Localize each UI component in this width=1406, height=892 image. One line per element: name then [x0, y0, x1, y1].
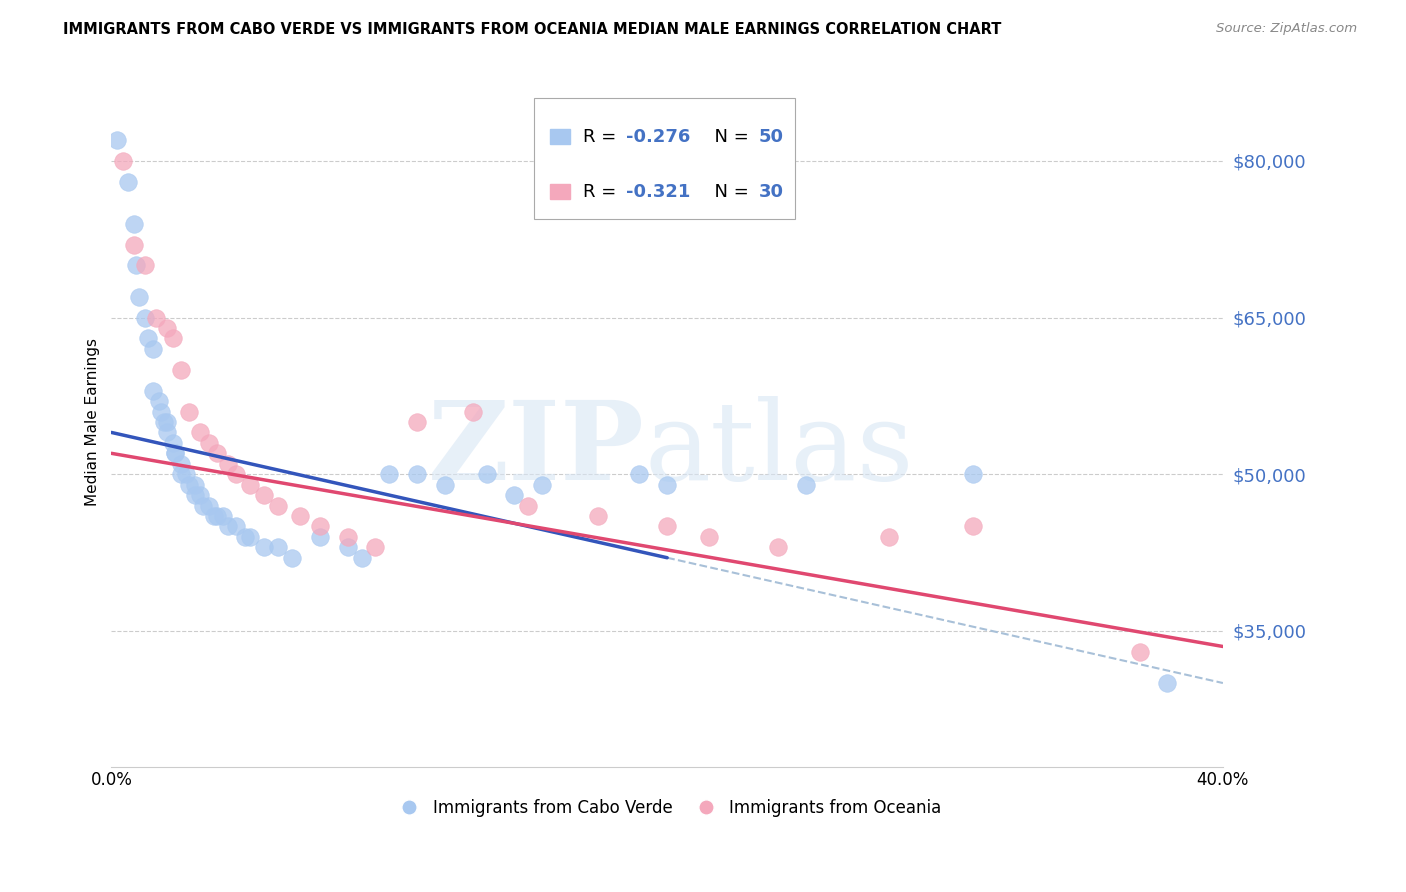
Point: [170, 363, 193, 377]
Point: [188, 425, 211, 440]
Text: N =: N =: [703, 183, 755, 201]
Point: [233, 530, 256, 544]
Text: ZIP: ZIP: [429, 396, 645, 503]
Point: [461, 404, 484, 418]
Point: [179, 477, 201, 491]
Point: [531, 477, 554, 491]
Point: [290, 508, 312, 523]
Point: [197, 436, 219, 450]
Point: [1156, 676, 1178, 690]
Point: [136, 331, 159, 345]
Point: [239, 530, 262, 544]
Point: [117, 175, 139, 189]
Point: [253, 488, 276, 502]
FancyBboxPatch shape: [551, 185, 569, 200]
Text: 30: 30: [759, 183, 785, 201]
Point: [503, 488, 526, 502]
Point: [879, 530, 901, 544]
Point: [433, 477, 456, 491]
Point: [225, 467, 247, 482]
Point: [628, 467, 651, 482]
Point: [657, 519, 679, 533]
Text: R =: R =: [583, 183, 623, 201]
Point: [406, 467, 429, 482]
Point: [191, 499, 214, 513]
Point: [156, 415, 179, 429]
Point: [1128, 645, 1150, 659]
Point: [162, 331, 184, 345]
Point: [105, 133, 128, 147]
Point: [267, 499, 290, 513]
Text: R =: R =: [583, 128, 623, 145]
Point: [475, 467, 498, 482]
Point: [253, 541, 276, 555]
Point: [308, 530, 330, 544]
Point: [162, 436, 184, 450]
Point: [517, 499, 540, 513]
FancyBboxPatch shape: [534, 98, 794, 219]
Text: N =: N =: [703, 128, 755, 145]
Point: [586, 508, 609, 523]
Point: [150, 404, 173, 418]
Text: 50: 50: [759, 128, 785, 145]
Point: [142, 384, 165, 398]
Point: [176, 467, 198, 482]
Text: atlas: atlas: [645, 396, 914, 503]
Point: [202, 508, 225, 523]
Point: [156, 425, 179, 440]
Point: [267, 541, 290, 555]
Point: [111, 153, 134, 168]
Text: -0.321: -0.321: [626, 183, 690, 201]
Point: [184, 477, 207, 491]
Point: [184, 488, 207, 502]
Point: [962, 467, 984, 482]
Legend: Immigrants from Cabo Verde, Immigrants from Oceania: Immigrants from Cabo Verde, Immigrants f…: [387, 792, 948, 823]
Point: [142, 342, 165, 356]
Point: [165, 446, 187, 460]
Point: [336, 530, 359, 544]
Point: [134, 259, 156, 273]
Point: [962, 519, 984, 533]
Point: [281, 550, 304, 565]
Point: [122, 217, 145, 231]
Point: [211, 508, 233, 523]
Point: [350, 550, 373, 565]
Point: [768, 541, 790, 555]
Point: [217, 519, 239, 533]
Text: IMMIGRANTS FROM CABO VERDE VS IMMIGRANTS FROM OCEANIA MEDIAN MALE EARNINGS CORRE: IMMIGRANTS FROM CABO VERDE VS IMMIGRANTS…: [63, 22, 1001, 37]
Text: Source: ZipAtlas.com: Source: ZipAtlas.com: [1216, 22, 1357, 36]
FancyBboxPatch shape: [551, 129, 569, 145]
Text: -0.276: -0.276: [626, 128, 690, 145]
Point: [165, 446, 187, 460]
Point: [364, 541, 387, 555]
Point: [308, 519, 330, 533]
Point: [239, 477, 262, 491]
Point: [122, 237, 145, 252]
Point: [145, 310, 167, 325]
Point: [657, 477, 679, 491]
Y-axis label: Median Male Earnings: Median Male Earnings: [86, 338, 100, 506]
Point: [336, 541, 359, 555]
Point: [128, 290, 150, 304]
Point: [794, 477, 817, 491]
Point: [153, 415, 176, 429]
Point: [205, 446, 228, 460]
Point: [134, 310, 156, 325]
Point: [197, 499, 219, 513]
Point: [225, 519, 247, 533]
Point: [378, 467, 401, 482]
Point: [406, 415, 429, 429]
Point: [170, 457, 193, 471]
Point: [170, 467, 193, 482]
Point: [217, 457, 239, 471]
Point: [179, 404, 201, 418]
Point: [156, 321, 179, 335]
Point: [125, 259, 148, 273]
Point: [697, 530, 720, 544]
Point: [188, 488, 211, 502]
Point: [205, 508, 228, 523]
Point: [148, 394, 170, 409]
